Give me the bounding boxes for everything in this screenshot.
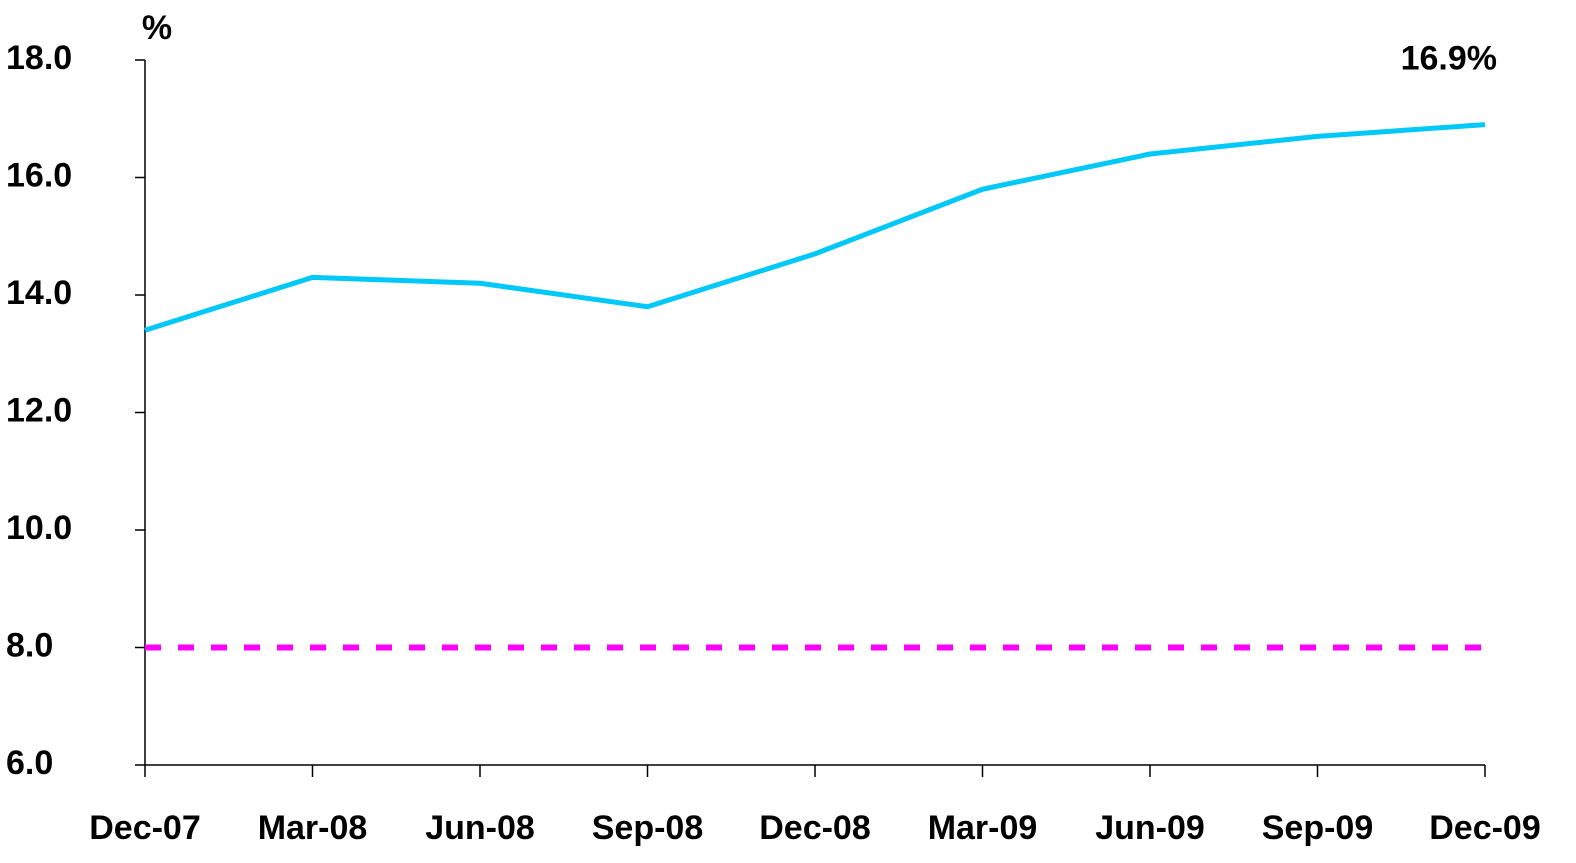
- y-tick-label: 16.0: [6, 156, 72, 194]
- x-tick-label: Jun-09: [1095, 809, 1205, 847]
- x-tick-label: Mar-08: [258, 809, 368, 847]
- series-line: [144, 122, 1486, 333]
- y-unit: %: [142, 9, 172, 47]
- x-tick-label: Mar-09: [928, 809, 1038, 847]
- x-tick-label: Dec-07: [89, 809, 201, 847]
- y-tick-label: 6.0: [6, 744, 53, 782]
- y-tick-label: 18.0: [6, 39, 72, 77]
- x-tick-label: Dec-09: [1429, 809, 1541, 847]
- x-tick-label: Dec-08: [759, 809, 871, 847]
- value-label: 16.9%: [1401, 40, 1497, 78]
- y-tick-label: 8.0: [6, 626, 53, 664]
- y-tick-label: 14.0: [6, 274, 72, 312]
- y-tick-label: 12.0: [6, 391, 72, 429]
- y-tick-label: 10.0: [6, 509, 72, 547]
- x-tick-label: Sep-09: [1262, 809, 1374, 847]
- x-tick-label: Sep-08: [592, 809, 704, 847]
- x-tick-label: Jun-08: [425, 809, 535, 847]
